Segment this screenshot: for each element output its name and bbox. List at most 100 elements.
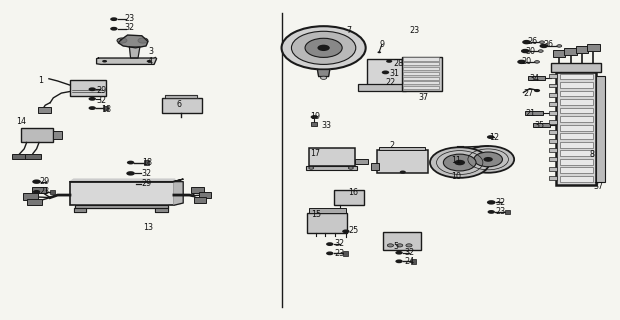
Bar bbox=[556, 72, 596, 186]
Text: 9: 9 bbox=[379, 40, 384, 49]
Text: 27: 27 bbox=[523, 89, 534, 98]
Bar bbox=[549, 148, 557, 152]
Circle shape bbox=[125, 181, 136, 187]
Bar bbox=[38, 107, 51, 113]
Circle shape bbox=[487, 200, 495, 204]
Text: 16: 16 bbox=[348, 188, 358, 197]
Text: 29: 29 bbox=[97, 86, 107, 95]
Bar bbox=[379, 147, 425, 150]
Circle shape bbox=[462, 146, 514, 173]
Bar bbox=[53, 131, 62, 139]
Text: 26: 26 bbox=[528, 37, 538, 46]
Bar bbox=[560, 91, 593, 96]
Circle shape bbox=[487, 135, 494, 139]
Circle shape bbox=[32, 180, 41, 184]
Polygon shape bbox=[118, 35, 148, 48]
Circle shape bbox=[311, 115, 318, 119]
Bar bbox=[411, 259, 416, 264]
Bar bbox=[70, 80, 106, 96]
Text: 23: 23 bbox=[125, 14, 135, 23]
Bar bbox=[32, 187, 46, 194]
Text: 37: 37 bbox=[593, 182, 603, 191]
Bar bbox=[549, 93, 557, 97]
Bar bbox=[162, 98, 202, 113]
Text: 11: 11 bbox=[451, 156, 461, 165]
Circle shape bbox=[138, 38, 148, 43]
Circle shape bbox=[89, 97, 96, 101]
Bar bbox=[355, 159, 368, 164]
Circle shape bbox=[557, 45, 562, 47]
Bar bbox=[367, 59, 412, 87]
Text: 23: 23 bbox=[335, 249, 345, 258]
Bar bbox=[404, 72, 440, 75]
Bar bbox=[70, 182, 174, 205]
Text: 32: 32 bbox=[335, 239, 345, 248]
Bar bbox=[553, 50, 565, 57]
Text: 15: 15 bbox=[311, 210, 321, 219]
Circle shape bbox=[348, 167, 353, 169]
Text: 32: 32 bbox=[97, 96, 107, 105]
Text: 31: 31 bbox=[389, 69, 399, 78]
Bar bbox=[528, 76, 545, 80]
Text: 2: 2 bbox=[389, 141, 394, 150]
Circle shape bbox=[454, 160, 465, 165]
Bar bbox=[404, 86, 440, 89]
Circle shape bbox=[378, 51, 381, 53]
Text: 23: 23 bbox=[495, 207, 506, 216]
Bar bbox=[505, 210, 510, 214]
Bar bbox=[343, 251, 348, 256]
Circle shape bbox=[102, 60, 107, 62]
Text: 1: 1 bbox=[38, 76, 43, 85]
Text: 18: 18 bbox=[142, 158, 152, 167]
Bar bbox=[25, 154, 41, 159]
Bar bbox=[23, 194, 38, 200]
Circle shape bbox=[386, 60, 392, 63]
Text: 6: 6 bbox=[177, 100, 182, 109]
Circle shape bbox=[388, 244, 394, 247]
Text: 13: 13 bbox=[143, 223, 153, 232]
Bar bbox=[358, 84, 406, 91]
Circle shape bbox=[382, 70, 389, 74]
Bar bbox=[404, 81, 440, 84]
Circle shape bbox=[147, 60, 152, 62]
Circle shape bbox=[342, 229, 350, 233]
Circle shape bbox=[534, 89, 540, 92]
Bar bbox=[549, 84, 557, 87]
Text: 8: 8 bbox=[590, 150, 595, 159]
Polygon shape bbox=[174, 182, 183, 205]
Text: 21: 21 bbox=[525, 109, 536, 118]
Text: 14: 14 bbox=[16, 117, 26, 126]
Bar bbox=[560, 74, 593, 79]
Bar bbox=[560, 159, 593, 164]
Text: 32: 32 bbox=[125, 23, 135, 32]
Bar bbox=[560, 150, 593, 156]
Circle shape bbox=[326, 242, 334, 246]
Text: 29: 29 bbox=[39, 177, 50, 186]
Bar bbox=[306, 166, 357, 170]
Circle shape bbox=[291, 31, 356, 64]
Circle shape bbox=[128, 183, 133, 185]
Circle shape bbox=[521, 49, 529, 53]
Circle shape bbox=[539, 41, 544, 44]
Circle shape bbox=[400, 171, 406, 174]
Text: 32: 32 bbox=[495, 197, 506, 206]
Bar bbox=[549, 111, 557, 115]
Text: 19: 19 bbox=[310, 112, 320, 121]
Circle shape bbox=[538, 50, 543, 52]
Text: 5: 5 bbox=[393, 242, 398, 251]
Polygon shape bbox=[70, 179, 175, 182]
Bar bbox=[560, 167, 593, 173]
Bar bbox=[564, 48, 577, 55]
Bar bbox=[12, 154, 27, 159]
Bar bbox=[21, 128, 53, 142]
Bar bbox=[587, 44, 600, 51]
Text: 32: 32 bbox=[142, 169, 152, 178]
Circle shape bbox=[305, 38, 342, 57]
Circle shape bbox=[309, 167, 314, 169]
Text: 29: 29 bbox=[142, 180, 152, 188]
Bar bbox=[193, 197, 206, 203]
Text: 23: 23 bbox=[39, 188, 49, 196]
Circle shape bbox=[517, 60, 526, 64]
Bar bbox=[560, 116, 593, 122]
Text: 23: 23 bbox=[409, 27, 419, 36]
